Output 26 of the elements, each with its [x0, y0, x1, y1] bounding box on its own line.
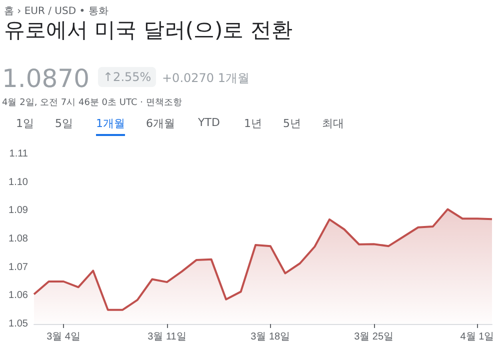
text: 5일 — [55, 116, 73, 131]
text: 1일 — [16, 116, 34, 131]
x-tick-label: 3월 18일 — [250, 332, 290, 342]
y-tick-label: 1.11 — [9, 148, 28, 160]
text: 1개월 — [96, 116, 125, 136]
text: 1년 — [244, 116, 262, 131]
y-tick-label: 1.05 — [8, 318, 28, 330]
text: 홈 › EUR / USD • 통화 — [4, 5, 108, 18]
y-tick-label: 1.10 — [8, 176, 28, 188]
chart-title: 유로에서 미국 달러(으)로 전환 — [4, 17, 292, 44]
x-tick-label: 3월 4일 — [46, 332, 80, 342]
text: ↑2.55% — [98, 67, 156, 87]
text: 6개월 — [146, 116, 175, 131]
x-tick-label: 4월 1일 — [460, 332, 494, 342]
y-tick-label: 1.09 — [8, 205, 28, 216]
text: 4월 2일, 오전 7시 46분 0초 UTC · 면책조항 — [2, 97, 182, 109]
text: 5년 — [283, 116, 301, 131]
text: +0.0270 1개월 — [162, 70, 250, 87]
text: 1.0870 — [2, 64, 90, 93]
y-tick-label: 1.06 — [8, 290, 28, 302]
x-tick-label: 3월 11일 — [148, 332, 186, 342]
y-tick-label: 1.07 — [8, 262, 28, 273]
x-tick-label: 3월 25일 — [354, 332, 394, 342]
text: YTD — [198, 116, 220, 129]
y-tick-label: 1.08 — [8, 234, 28, 244]
text: 최대 — [322, 116, 344, 131]
